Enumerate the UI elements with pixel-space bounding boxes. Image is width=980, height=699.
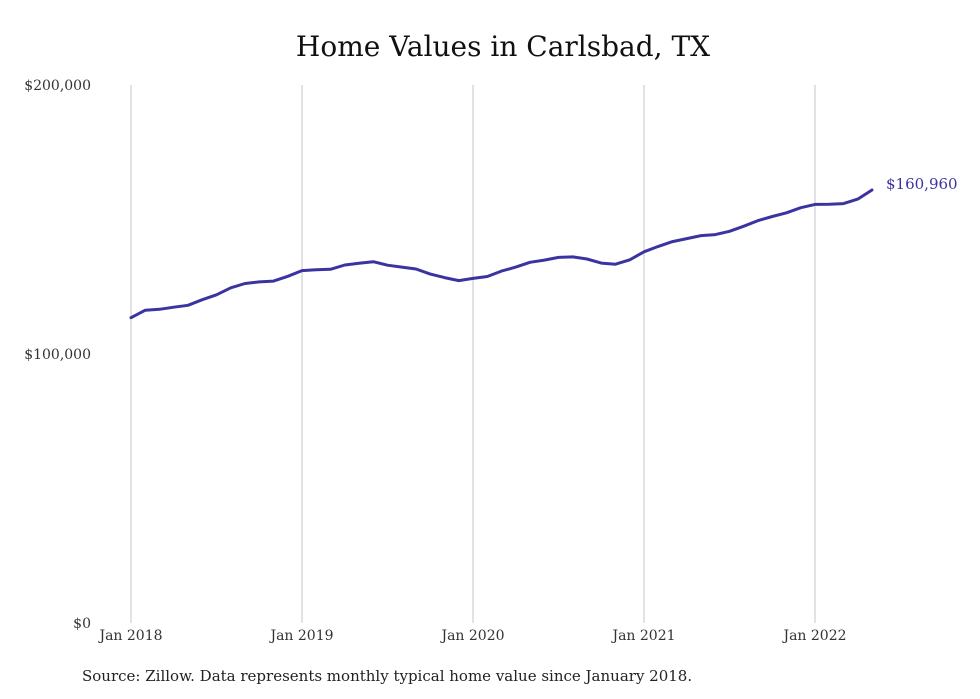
y-axis-tick-labels: $0 $100,000 $200,000 — [24, 78, 91, 632]
x-tick-label: Jan 2021 — [610, 628, 675, 644]
end-value-label: $160,960 — [886, 175, 958, 193]
y-tick-label: $200,000 — [24, 78, 91, 94]
series-layer: $160,960 — [129, 175, 958, 320]
x-tick-label: Jan 2022 — [781, 628, 846, 644]
y-tick-label: $0 — [73, 616, 91, 632]
y-tick-label: $100,000 — [24, 347, 91, 363]
series-line — [129, 188, 874, 320]
x-tick-label: Jan 2020 — [439, 628, 504, 644]
x-tick-label: Jan 2018 — [97, 628, 162, 644]
gridlines — [130, 85, 816, 623]
x-tick-label: Jan 2019 — [268, 628, 333, 644]
source-note: Source: Zillow. Data represents monthly … — [82, 667, 693, 685]
chart-title: Home Values in Carlsbad, TX — [295, 30, 711, 63]
x-axis-tick-labels: Jan 2018 Jan 2019 Jan 2020 Jan 2021 Jan 2022 — [97, 628, 846, 644]
